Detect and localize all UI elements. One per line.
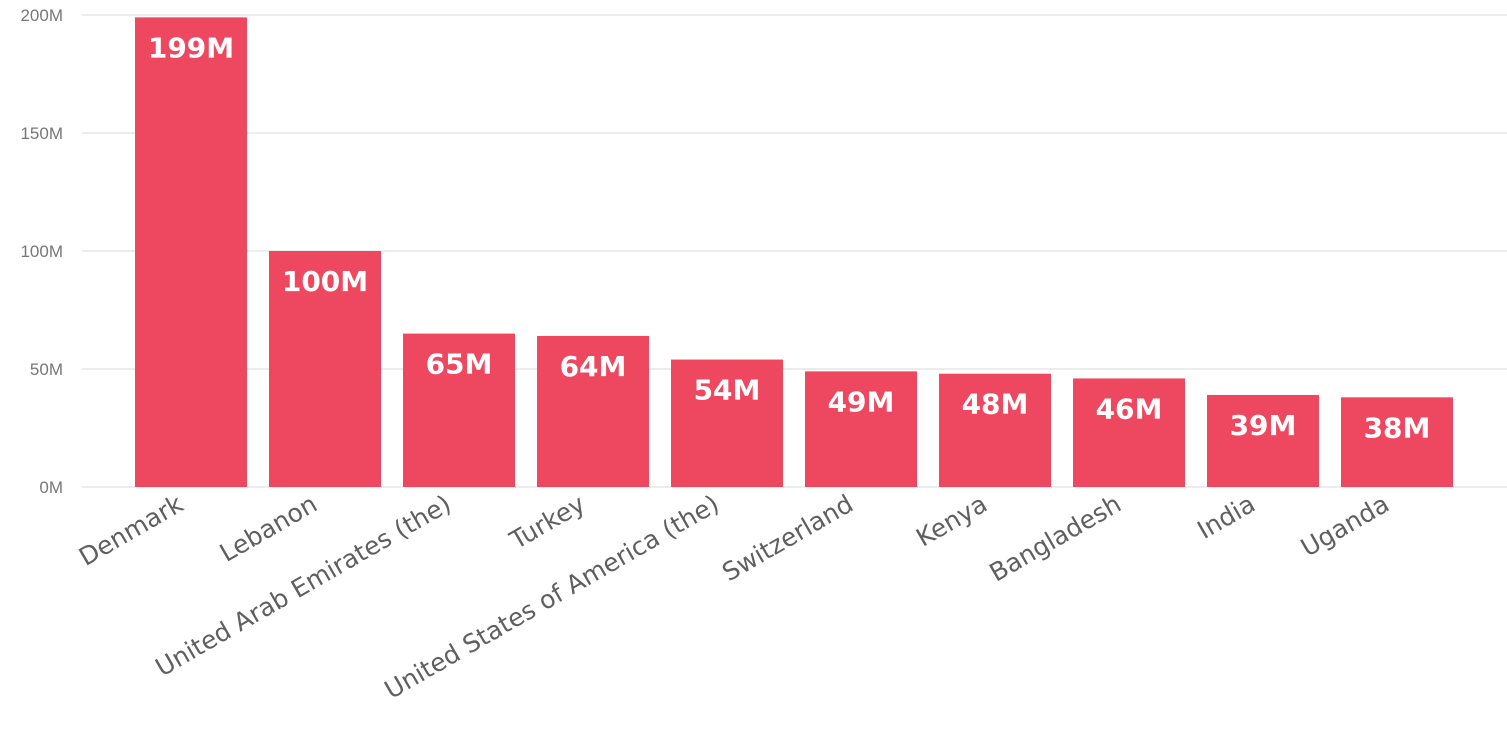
bar xyxy=(403,333,515,487)
bar-value-label: 100M xyxy=(282,265,368,298)
bars xyxy=(135,17,1453,488)
bar-value-label: 64M xyxy=(560,350,627,383)
x-tick-label: Uganda xyxy=(1296,489,1394,562)
bar-value-label: 199M xyxy=(148,31,234,64)
y-tick-label: 0M xyxy=(39,478,63,497)
bar-value-label: 48M xyxy=(962,388,1029,421)
data-labels: 199M 100M 65M 64M 54M 49M 48M 46M 39M 38M xyxy=(148,31,1431,444)
y-tick-label: 150M xyxy=(20,124,63,143)
bar xyxy=(1341,397,1453,487)
x-tick-label: Switzerland xyxy=(717,489,858,587)
bar-value-label: 49M xyxy=(828,385,895,418)
y-axis-ticks: 0M 50M 100M 150M 200M xyxy=(20,6,63,497)
bar xyxy=(1073,378,1185,487)
x-tick-label: Bangladesh xyxy=(985,489,1126,587)
bar-value-label: 46M xyxy=(1096,392,1163,425)
x-tick-label: Kenya xyxy=(911,489,992,552)
x-tick-label: Turkey xyxy=(504,489,590,555)
bar xyxy=(939,373,1051,487)
y-tick-label: 200M xyxy=(20,6,63,25)
y-tick-label: 100M xyxy=(20,242,63,261)
bar xyxy=(135,17,247,488)
bar-value-label: 54M xyxy=(694,374,761,407)
x-tick-label: India xyxy=(1192,489,1260,545)
y-tick-label: 50M xyxy=(30,360,63,379)
bar xyxy=(1207,394,1319,487)
bar xyxy=(537,335,649,487)
bar xyxy=(805,371,917,487)
bar-value-label: 39M xyxy=(1230,409,1297,442)
x-tick-label: Lebanon xyxy=(215,489,322,568)
x-tick-label: Denmark xyxy=(74,489,188,572)
bar xyxy=(671,359,783,487)
bar-value-label: 65M xyxy=(426,348,493,381)
bar-value-label: 38M xyxy=(1364,411,1431,444)
bar xyxy=(269,251,381,487)
